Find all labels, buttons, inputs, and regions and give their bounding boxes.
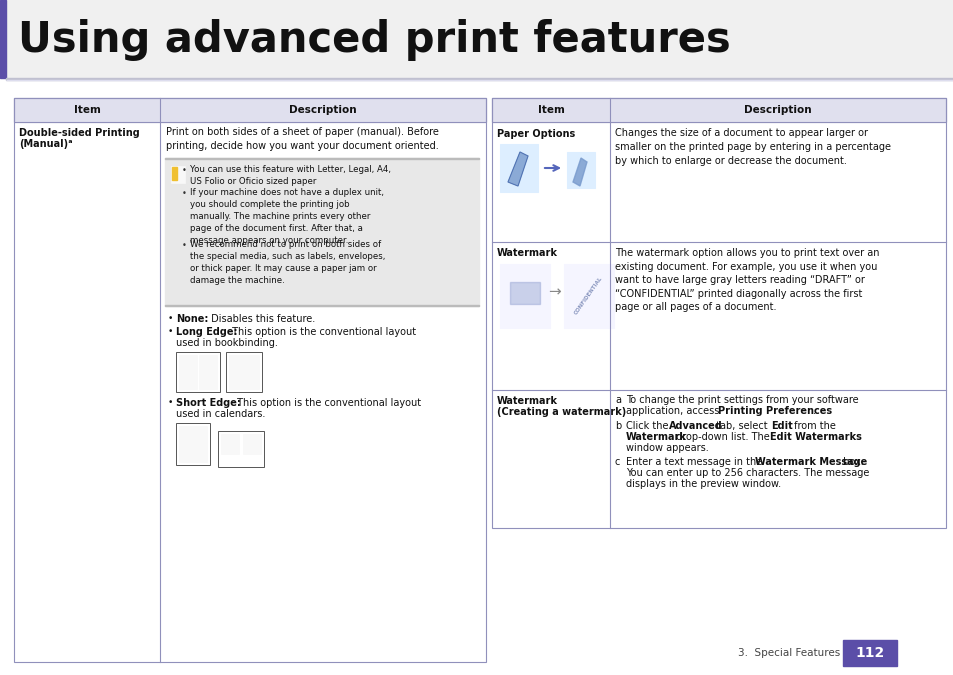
Text: Print on both sides of a sheet of paper (manual). Before
printing, decide how yo: Print on both sides of a sheet of paper …	[166, 127, 438, 151]
Text: Advanced: Advanced	[668, 421, 722, 431]
Text: Edit: Edit	[770, 421, 792, 431]
Text: from the: from the	[790, 421, 835, 431]
Text: Short Edge:: Short Edge:	[175, 398, 240, 408]
Bar	[179, 355, 196, 389]
Bar	[6, 78, 953, 80]
Bar	[175, 352, 220, 392]
Text: application, access: application, access	[625, 406, 721, 416]
Text: 3.  Special Features: 3. Special Features	[737, 648, 840, 658]
Text: •: •	[168, 314, 173, 323]
Bar	[226, 352, 262, 392]
Text: .: .	[812, 406, 815, 416]
Bar	[172, 167, 177, 180]
Text: Item: Item	[73, 105, 100, 115]
Bar	[165, 158, 478, 306]
Bar	[563, 264, 614, 328]
Text: Changes the size of a document to appear larger or
smaller on the printed page b: Changes the size of a document to appear…	[615, 128, 890, 166]
Text: displays in the preview window.: displays in the preview window.	[625, 479, 781, 489]
Text: Watermark: Watermark	[625, 432, 686, 442]
Bar	[229, 355, 258, 389]
Text: Enter a text message in the: Enter a text message in the	[625, 457, 764, 467]
Bar	[499, 264, 550, 328]
Bar	[14, 98, 485, 122]
Bar	[566, 152, 595, 188]
Text: Disables this feature.: Disables this feature.	[208, 314, 314, 324]
Text: •: •	[168, 398, 173, 407]
Text: Watermark Message: Watermark Message	[754, 457, 866, 467]
Text: Watermark: Watermark	[497, 248, 558, 258]
Bar	[179, 426, 207, 462]
Text: tab, select: tab, select	[712, 421, 770, 431]
Text: used in bookbinding.: used in bookbinding.	[175, 338, 277, 348]
Text: If your machine does not have a duplex unit,
you should complete the printing jo: If your machine does not have a duplex u…	[190, 188, 384, 245]
Text: (Manual)ᵃ: (Manual)ᵃ	[19, 139, 72, 149]
Bar	[175, 423, 210, 465]
Polygon shape	[573, 158, 586, 186]
Bar	[171, 166, 185, 183]
Bar	[218, 431, 264, 467]
Text: You can use this feature with Letter, Legal, A4,
US Folio or Oficio sized paper: You can use this feature with Letter, Le…	[190, 165, 391, 186]
Text: Click the: Click the	[625, 421, 671, 431]
Bar	[165, 158, 478, 159]
Text: This option is the conventional layout: This option is the conventional layout	[233, 398, 420, 408]
Text: •: •	[168, 327, 173, 336]
Bar	[14, 98, 485, 662]
Text: Long Edge:: Long Edge:	[175, 327, 237, 337]
Text: We recommend not to print on both sides of
the special media, such as labels, en: We recommend not to print on both sides …	[190, 240, 385, 285]
Text: Item: Item	[537, 105, 564, 115]
Text: You can enter up to 256 characters. The message: You can enter up to 256 characters. The …	[625, 468, 868, 478]
Text: Description: Description	[743, 105, 811, 115]
Text: 112: 112	[855, 646, 883, 660]
Text: None:: None:	[175, 314, 208, 324]
Text: CONFIDENTIAL: CONFIDENTIAL	[574, 276, 603, 316]
Text: Watermark: Watermark	[497, 396, 558, 406]
Text: a: a	[615, 395, 620, 405]
Text: This option is the conventional layout: This option is the conventional layout	[229, 327, 416, 337]
Text: used in calendars.: used in calendars.	[175, 409, 265, 419]
Text: •: •	[182, 240, 187, 250]
Text: The watermark option allows you to print text over an
existing document. For exa: The watermark option allows you to print…	[615, 248, 879, 313]
Text: (Creating a watermark): (Creating a watermark)	[497, 407, 625, 417]
Text: •: •	[182, 166, 187, 175]
Bar	[14, 98, 485, 122]
Text: box.: box.	[840, 457, 862, 467]
Text: Edit Watermarks: Edit Watermarks	[769, 432, 861, 442]
Text: Double-sided Printing: Double-sided Printing	[19, 128, 139, 138]
Polygon shape	[507, 152, 527, 186]
Bar	[492, 98, 945, 122]
Text: window appears.: window appears.	[625, 443, 708, 453]
Bar	[492, 98, 945, 528]
Bar	[6, 0, 953, 78]
Text: Description: Description	[289, 105, 356, 115]
Bar	[492, 98, 945, 122]
Bar	[165, 305, 478, 306]
Text: c: c	[615, 457, 619, 467]
Bar	[499, 144, 537, 192]
Bar	[0, 0, 6, 78]
Bar	[243, 434, 261, 454]
Text: drop-down list. The: drop-down list. The	[672, 432, 772, 442]
Text: b: b	[615, 421, 620, 431]
Text: •: •	[182, 188, 187, 198]
Text: →: →	[548, 284, 560, 300]
Text: Printing Preferences: Printing Preferences	[718, 406, 831, 416]
Text: Paper Options: Paper Options	[497, 129, 575, 139]
Bar	[842, 640, 896, 666]
Bar	[510, 282, 539, 304]
Text: To change the print settings from your software: To change the print settings from your s…	[625, 395, 858, 405]
Bar	[199, 355, 216, 389]
Bar	[221, 434, 239, 454]
Text: Using advanced print features: Using advanced print features	[18, 19, 730, 61]
